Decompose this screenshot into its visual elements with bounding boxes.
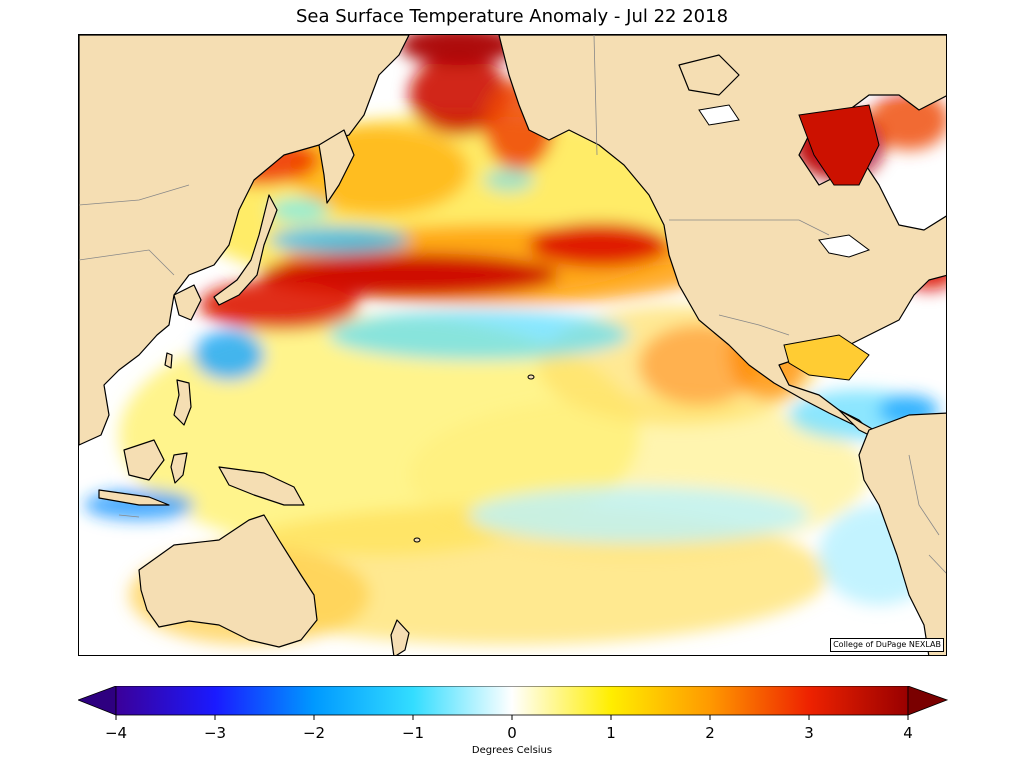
sst-anomaly-map: College of DuPage NEXLAB [78,34,947,656]
inland-water [698,104,880,381]
land-taiwan [164,352,173,369]
map-canvas: College of DuPage NEXLAB [79,35,946,655]
colorbar-tick-label: 3 [804,724,814,742]
colorbar-tick-label: 2 [705,724,715,742]
land-south-america [858,412,946,655]
land-java [98,489,170,506]
map-title: Sea Surface Temperature Anomaly - Jul 22… [295,6,729,27]
land-borneo [123,439,165,481]
colorbar-gradient [115,686,909,716]
land-new-zealand [390,619,410,655]
land-korea [173,284,202,321]
colorbar-extend-low [78,686,117,716]
colorbar-tick-label: −1 [401,724,425,742]
land-arctic-islands [678,54,740,96]
gulf-of-mexico [783,334,870,381]
hudson-bay [798,104,880,186]
land-new-guinea [218,466,305,506]
colorbar-tick-label: 0 [507,724,517,742]
land-australia [138,514,318,648]
arctic-inlet [698,104,740,126]
land-asia [79,35,410,446]
colorbar-tick-label: −4 [104,724,128,742]
colorbar-tick-label: 4 [903,724,913,742]
fiji-island [413,537,421,543]
great-lakes [818,234,871,258]
islands [413,374,535,543]
colorbar [78,686,948,720]
land-kamchatka [318,129,355,204]
colorbar-tick-label: −2 [302,724,326,742]
colorbar-tick-label: −3 [203,724,227,742]
colorbar-ticks [115,715,909,720]
credit-label: College of DuPage NEXLAB [830,638,944,652]
land-sulawesi [170,452,188,484]
land-philippines [173,379,192,426]
colorbar-extend-high [907,686,948,716]
colorbar-label: Degrees Celsius [471,745,553,756]
borders [79,35,946,574]
land-japan [213,194,278,306]
colorbar-tick-label: 1 [606,724,616,742]
land-masses [79,35,946,655]
hawaii-island [527,374,535,380]
